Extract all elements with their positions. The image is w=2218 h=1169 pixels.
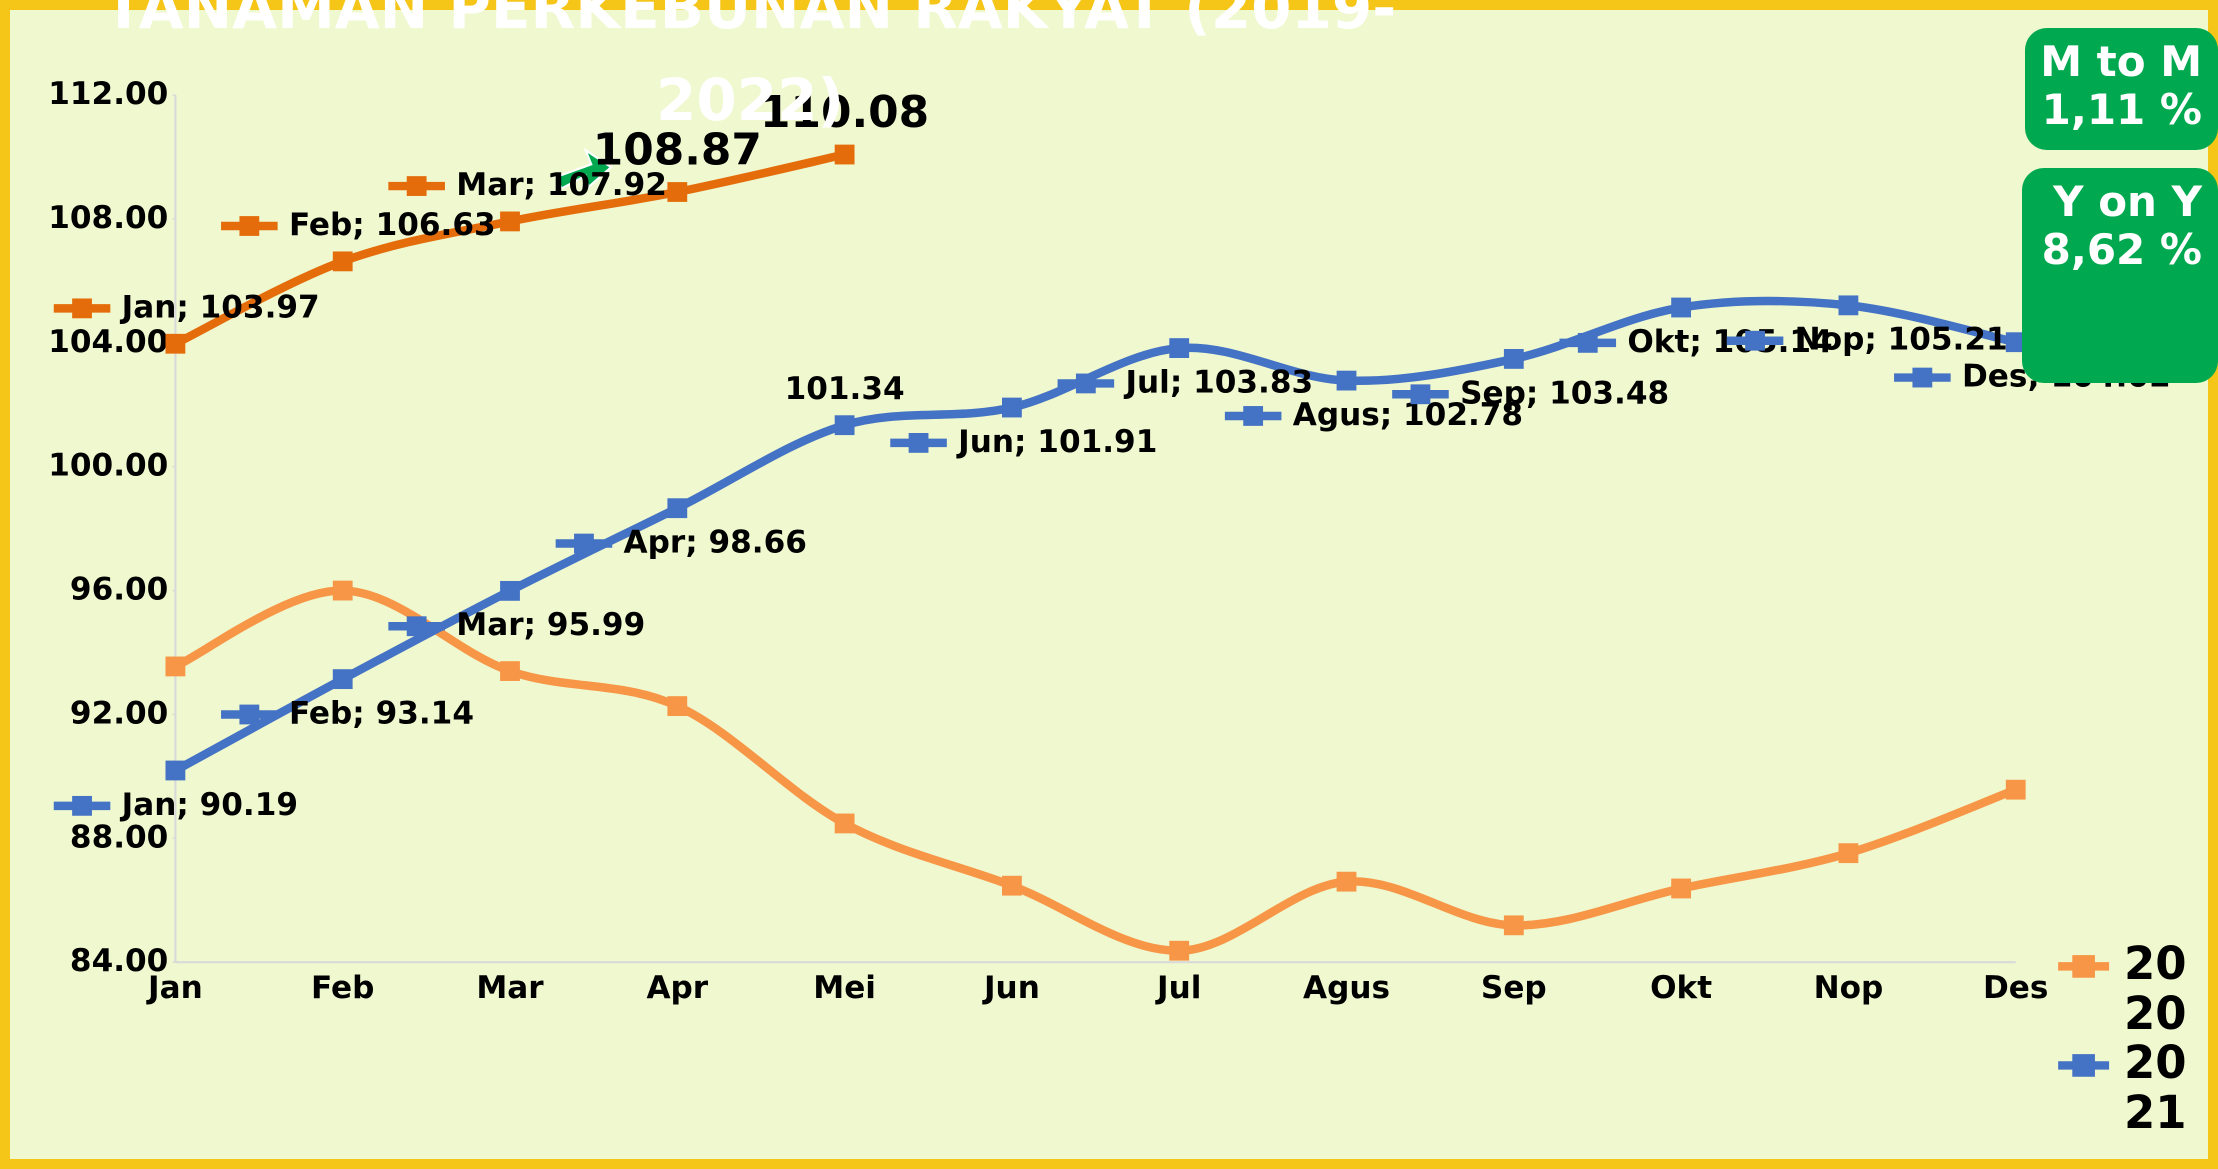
point-marker [1336,370,1357,391]
point-marker [2005,332,2026,353]
label-key [406,176,427,196]
x-tick-label: Okt [1650,970,1712,1006]
point-marker [1169,338,1190,358]
data-label: Jan; 90.19 [120,787,298,823]
label-key [1410,384,1431,405]
label-key [1243,406,1264,426]
y-tick-label: 84.00 [70,943,168,979]
series-line [171,586,2020,955]
y-tick-label: 96.00 [70,572,168,608]
point-marker [667,182,688,202]
point-marker [500,211,520,232]
point-marker [834,813,855,834]
x-tick-label: Agus [1303,970,1390,1006]
point-marker [500,661,520,681]
label-key [72,795,92,816]
data-label: Sep; 103.48 [1460,375,1669,411]
x-tick-label: Mei [813,970,876,1006]
point-marker [332,669,353,690]
label-key [908,433,929,453]
arrow-icon [554,147,613,190]
point-marker [1838,843,1859,864]
point-marker [1671,878,1692,899]
point-marker [1169,940,1190,961]
x-tick-label: Feb [311,970,374,1006]
annotation: Y on Y [2053,177,2202,226]
data-label: Jul; 103.83 [1123,364,1313,400]
point-marker [667,696,688,716]
data-label: 101.34 [785,371,905,407]
point-marker [1503,349,1524,369]
annotation: M to M [2040,37,2202,86]
yoy-box: Y on Y 8,62 % [2022,168,2218,383]
x-tick-label: Des [1983,970,2048,1006]
x-tick-label: Nop [1814,970,1884,1006]
point-marker [1002,397,1022,418]
y-tick-label: 112.00 [48,76,168,112]
label-key [239,216,260,236]
data-label: Apr; 98.66 [624,525,807,561]
y-tick-label: 92.00 [70,695,168,731]
legend-label: 2021 [2124,1035,2187,1139]
data-label: 110.08 [760,87,929,138]
point-marker [667,498,688,519]
x-tick-label: Apr [646,970,708,1006]
y-tick-label: 108.00 [48,200,168,236]
y-tick-label: 100.00 [48,448,168,484]
legend-key [2072,955,2095,978]
point-marker [1336,871,1357,892]
label-key [1745,330,1765,351]
data-label: Mar; 95.99 [456,607,645,643]
legend-label: 2020 [2124,936,2187,1040]
point-marker [1002,875,1022,896]
point-marker [332,251,353,272]
label-key [1075,373,1096,394]
x-tick-label: Jul [1155,970,1201,1006]
annotation: 1,11 % [2041,85,2202,134]
point-marker [165,760,186,781]
point-marker [500,580,520,601]
point-marker [834,144,855,165]
x-tick-label: Sep [1481,970,1547,1006]
label-key [574,533,594,554]
data-label: Jan; 103.97 [120,289,320,325]
x-tick-label: Jun [982,970,1040,1006]
data-label: Nop; 105.21 [1795,322,2008,358]
x-tick-label: Mar [476,970,544,1006]
y-tick-label: 88.00 [70,819,168,855]
data-label: Agus; 102.78 [1293,397,1523,433]
point-marker [1671,297,1692,318]
data-label: Feb; 106.63 [289,207,496,243]
mtm-box: M to M 1,11 % [2025,28,2218,150]
point-marker [165,656,186,677]
label-key [1912,367,1933,388]
legend-key [2072,1054,2095,1077]
y-tick-label: 104.00 [48,324,168,360]
point-marker [834,415,855,436]
x-tick-label: Jan [146,970,203,1006]
data-label: Feb; 93.14 [289,695,474,731]
label-key [72,298,92,319]
point-marker [1838,295,1859,316]
data-label: 108.87 [593,124,762,175]
point-marker [2005,779,2026,800]
annotation: 8,62 % [2041,225,2202,274]
label-key [239,704,260,725]
label-key [1577,332,1598,353]
point-marker [1503,915,1524,936]
data-label: Jun; 101.91 [956,424,1157,460]
data-label: Mar; 107.92 [456,167,667,203]
chart-title: TANAMAN PERKEBUNAN RAKYAT (2019-2022) [103,0,1397,134]
label-key [406,616,427,637]
point-marker [165,333,186,354]
point-marker [332,580,353,601]
